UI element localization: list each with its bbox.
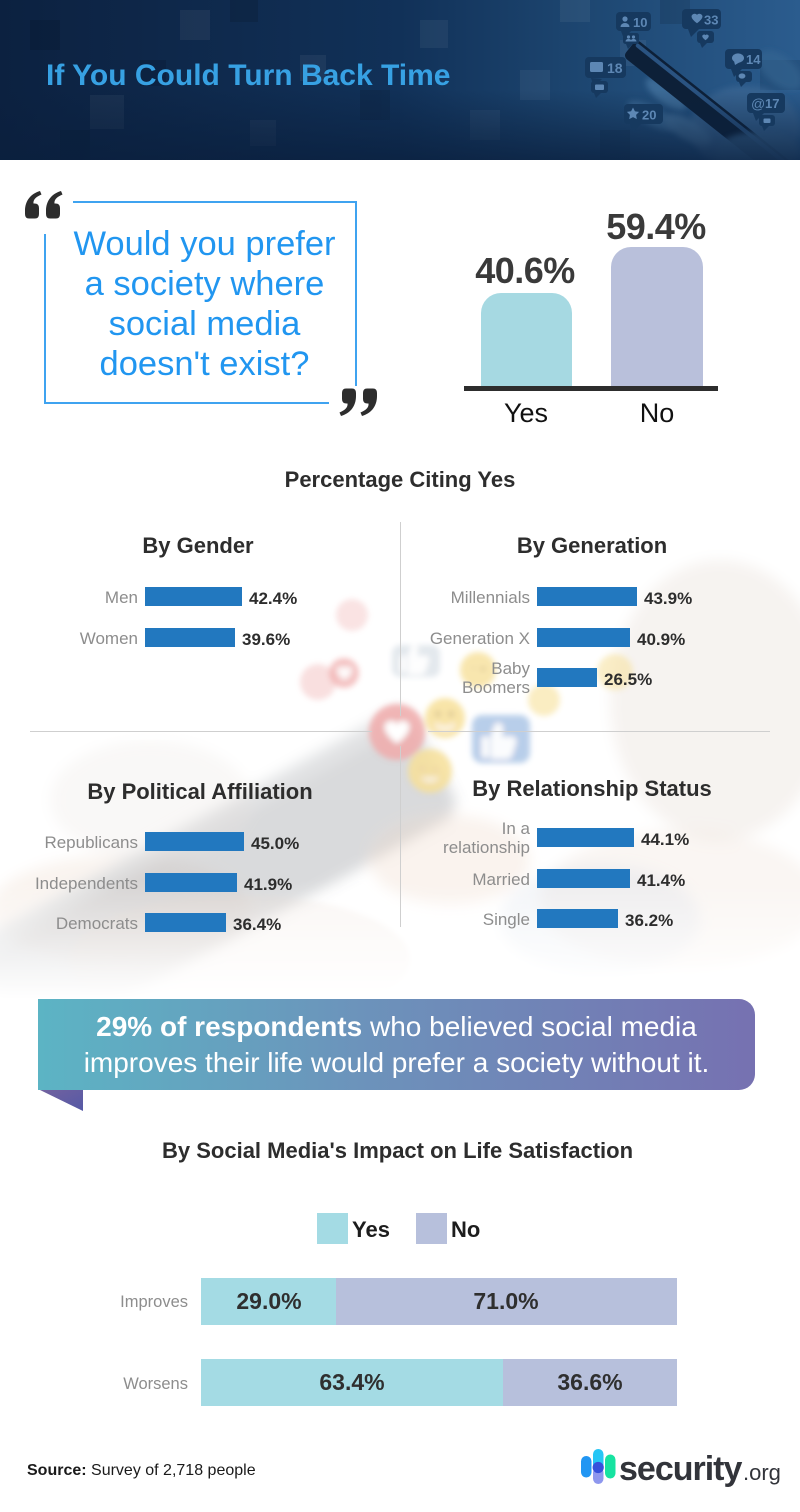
svg-text:33: 33 — [704, 13, 718, 28]
svg-text:18: 18 — [607, 60, 623, 76]
svg-text:14: 14 — [746, 52, 761, 67]
svg-text:security: security — [619, 1450, 742, 1488]
svg-text:10: 10 — [633, 15, 647, 30]
svg-text:@: @ — [751, 96, 765, 112]
svg-text:17: 17 — [765, 96, 779, 111]
svg-text:If You Could Turn Back Time: If You Could Turn Back Time — [46, 59, 451, 92]
svg-text:.org: .org — [743, 1460, 781, 1485]
svg-text:20: 20 — [642, 108, 656, 123]
